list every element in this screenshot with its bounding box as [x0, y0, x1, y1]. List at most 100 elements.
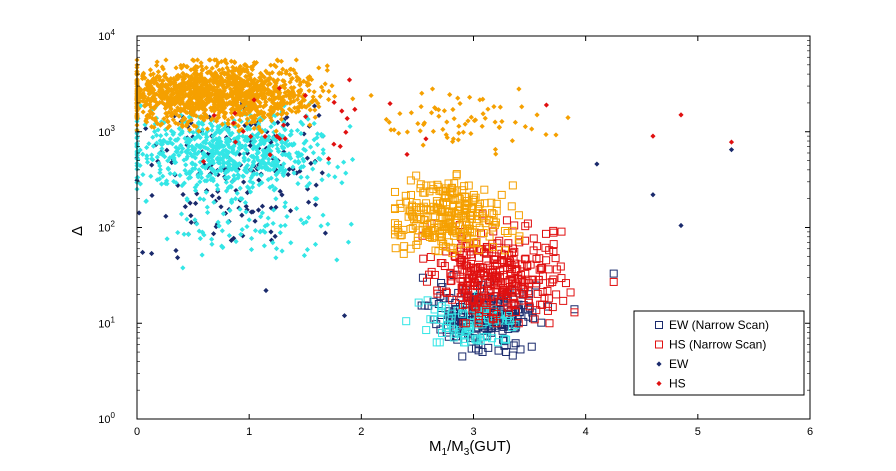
ew-point [281, 170, 287, 176]
hs-narrow-scan-point [468, 306, 477, 315]
ew-point [200, 121, 206, 128]
hs-point [211, 98, 217, 105]
hs-point [254, 91, 260, 97]
hs-point [419, 90, 425, 96]
ew-point [266, 134, 272, 140]
ew-point [199, 175, 205, 181]
ew-point [137, 162, 143, 169]
hs-point [156, 83, 162, 89]
ew-point [256, 182, 262, 188]
ew-point [175, 136, 181, 142]
hs-point [200, 158, 207, 165]
ew-point [260, 147, 266, 154]
hs-point [278, 94, 284, 101]
ew-point [165, 140, 171, 146]
hs-point [479, 123, 485, 129]
ew-point [332, 174, 338, 180]
hs-point [180, 70, 186, 76]
ew-point [287, 132, 293, 138]
ew-point [151, 129, 158, 135]
hs-point [185, 73, 192, 79]
hs-point [325, 96, 332, 103]
hs-point [728, 139, 735, 145]
hs-narrow-scan-point [458, 277, 467, 286]
hs-point [173, 65, 179, 71]
hs-point [197, 76, 203, 83]
ew-narrow-scan-point [527, 342, 536, 351]
hs-narrow-scan-point [508, 181, 517, 190]
ew-point [148, 173, 154, 179]
hs-point [154, 59, 160, 65]
hs-point [188, 73, 195, 80]
hs-point [287, 93, 293, 99]
hs-narrow-scan-point [459, 319, 468, 328]
ew-point [295, 181, 301, 187]
hs-narrow-scan-point [482, 306, 491, 315]
hs-point [480, 96, 486, 102]
ew-point [209, 123, 215, 129]
ew-point [268, 237, 275, 243]
ew-point [144, 156, 150, 162]
hs-narrow-scan-point [469, 190, 478, 199]
hs-point [295, 92, 302, 99]
ew-narrow-scan-point [497, 316, 506, 325]
y-tick-label: 103 [98, 124, 115, 139]
hs-narrow-scan-point [416, 204, 425, 213]
hs-point [237, 117, 243, 123]
hs-narrow-scan-point [508, 226, 517, 235]
hs-point [214, 63, 220, 69]
hs-point [491, 103, 497, 110]
ew-point [259, 157, 265, 163]
ew-point [285, 143, 291, 149]
ew-point [255, 150, 262, 156]
hs-point [239, 85, 245, 92]
ew-point [250, 140, 256, 146]
hs-point [418, 104, 424, 110]
hs-point [263, 99, 269, 105]
hs-point [154, 73, 161, 79]
ew-narrow-scan-point [519, 317, 528, 326]
ew-point [244, 148, 250, 154]
hs-point [650, 133, 656, 139]
hs-point [301, 78, 307, 84]
ew-point [144, 144, 150, 151]
ew-point [171, 178, 177, 185]
hs-point [233, 106, 239, 112]
hs-point [190, 110, 197, 116]
hs-narrow-scan-point [412, 171, 421, 180]
hs-point [273, 63, 279, 70]
hs-point [306, 81, 312, 88]
hs-point [269, 69, 275, 76]
ew-point [195, 172, 201, 178]
hs-point [224, 65, 230, 71]
hs-point [227, 75, 233, 81]
hs-point [140, 109, 146, 115]
ew-point [319, 170, 325, 176]
hs-point [265, 112, 271, 118]
hs-point [534, 112, 540, 118]
ew-point [164, 181, 170, 187]
y-axis-label: Δ [69, 226, 86, 236]
hs-point [180, 85, 186, 92]
hs-point [274, 134, 280, 140]
ew-point [214, 182, 220, 188]
hs-point [193, 113, 199, 119]
hs-point [297, 82, 303, 88]
ew-point [178, 142, 184, 149]
hs-point [211, 101, 217, 107]
hs-point [278, 58, 285, 64]
ew-point [281, 119, 287, 125]
hs-point [278, 99, 285, 105]
hs-point [287, 72, 293, 78]
ew-point [197, 196, 203, 202]
ew-point [201, 196, 207, 203]
hs-point [303, 114, 309, 120]
ew-point [341, 313, 348, 319]
legend-label: EW (Narrow Scan) [669, 318, 769, 332]
ew-point [157, 167, 163, 173]
ew-point [209, 147, 215, 154]
hs-point [153, 91, 159, 97]
hs-point [383, 116, 390, 123]
hs-narrow-scan-point [516, 271, 525, 280]
ew-point [203, 137, 209, 143]
